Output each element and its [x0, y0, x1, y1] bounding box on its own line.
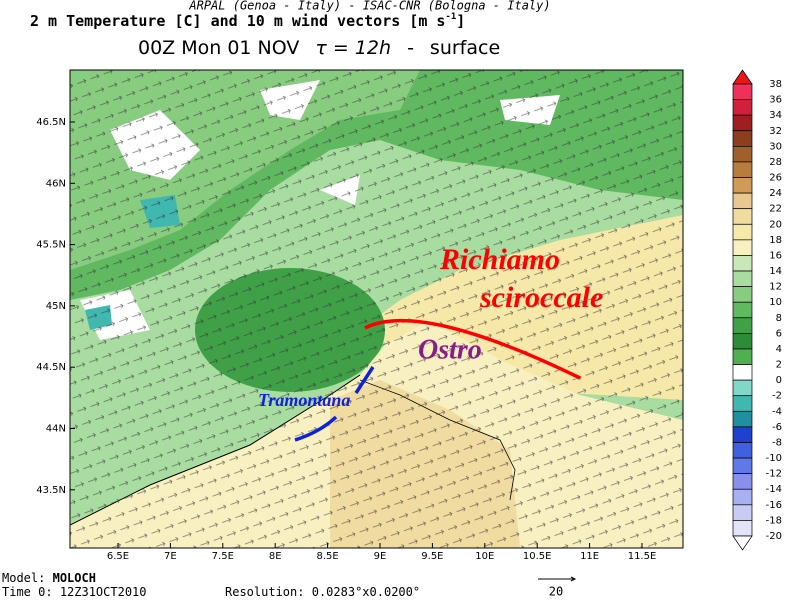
colorbar-label: -4: [772, 406, 782, 417]
colorbar-cell: [732, 301, 753, 319]
colorbar-label: 22: [769, 204, 782, 215]
colorbar-cell: [732, 99, 753, 116]
colorbar-cell: [732, 286, 753, 303]
ref-vector-head: [570, 576, 577, 582]
colorbar-label: 30: [769, 141, 782, 152]
axes: 6.5E 7E 7.5E 8E 8.5E 9E 9.5E 10E 10.5E 11E 11.5E 46…: [36, 117, 656, 562]
colorbar-label: 36: [769, 95, 782, 106]
colorbar: 38363432302826242220181614121086420-2-4-…: [732, 69, 782, 551]
colorbar-cell: [732, 255, 753, 272]
colorbar-label: 0: [776, 375, 782, 386]
colorbar-bottom: [732, 535, 753, 551]
colorbar-label: 10: [769, 297, 782, 308]
map-field: [70, 70, 683, 548]
x-tick-label: 10E: [475, 551, 494, 562]
x-tick-label: 9E: [374, 551, 387, 562]
colorbar-label: -8: [772, 437, 782, 448]
colorbar-cell: [732, 410, 753, 428]
colorbar-cell: [732, 130, 753, 147]
colorbar-label: 28: [769, 157, 782, 168]
colorbar-cell: [732, 333, 753, 350]
colorbar-label: 14: [769, 266, 782, 277]
colorbar-cell: [732, 488, 753, 506]
colorbar-cell: [732, 208, 753, 225]
y-tick-label: 43.5N: [36, 485, 66, 496]
colorbar-cell: [732, 426, 753, 443]
colorbar-top: [732, 69, 753, 85]
colorbar-label: 20: [769, 219, 782, 230]
colorbar-label: -16: [766, 500, 782, 511]
header-line3: 00Z Mon 01 NOV τ = 12h - surface: [138, 37, 500, 59]
colorbar-label: 16: [769, 250, 782, 261]
colorbar-cell: [732, 317, 753, 334]
x-tick-label: 7.5E: [212, 551, 234, 562]
colorbar-label: -20: [766, 531, 782, 542]
y-tick-label: 44N: [46, 424, 66, 435]
colorbar-label: 8: [776, 313, 782, 324]
colorbar-label: -6: [772, 422, 782, 433]
footer-resolution: Resolution: 0.0283°x0.0200°: [225, 585, 420, 599]
colorbar-cell: [732, 504, 753, 521]
colorbar-label: -18: [766, 515, 782, 526]
x-tick-label: 11E: [580, 551, 599, 562]
colorbar-cell: [732, 177, 753, 194]
x-tick-label: 7E: [164, 551, 177, 562]
x-tick-label: 8E: [269, 551, 282, 562]
y-tick-label: 46N: [46, 178, 66, 189]
colorbar-cell: [732, 145, 753, 163]
y-tick-label: 45.5N: [36, 240, 66, 251]
x-tick-label: 10.5E: [523, 551, 552, 562]
annotation: Richiamo: [439, 243, 560, 276]
colorbar-label: 12: [769, 282, 782, 293]
colorbar-label: -10: [766, 453, 782, 464]
colorbar-cell: [732, 114, 753, 132]
y-tick-label: 45N: [46, 301, 66, 312]
footer-model: Model: MOLOCH: [2, 571, 96, 585]
colorbar-cell: [732, 379, 753, 397]
colorbar-label: -12: [766, 469, 782, 480]
colorbar-label: 6: [776, 328, 782, 339]
annotation: Tramontana: [258, 390, 350, 410]
colorbar-cell: [732, 161, 753, 178]
colorbar-cell: [732, 348, 753, 365]
colorbar-cell: [732, 442, 753, 459]
annotation: Ostro: [418, 334, 482, 365]
colorbar-label: 4: [776, 344, 782, 355]
colorbar-label: -2: [772, 391, 782, 402]
colorbar-label: 32: [769, 126, 782, 137]
colorbar-cell: [732, 364, 753, 381]
y-tick-label: 44.5N: [36, 362, 66, 373]
colorbar-label: 34: [769, 110, 782, 121]
colorbar-label: 24: [769, 188, 782, 199]
annotation: sciroccale: [479, 281, 603, 314]
colorbar-cell: [732, 457, 753, 475]
colorbar-label: 26: [769, 173, 782, 184]
colorbar-label: 18: [769, 235, 782, 246]
y-tick-label: 46.5N: [36, 117, 66, 128]
colorbar-label: 2: [776, 360, 782, 371]
ref-vector-label: 20: [549, 585, 563, 599]
x-tick-label: 6.5E: [107, 551, 129, 562]
colorbar-cell: [732, 473, 753, 490]
colorbar-label: 38: [769, 79, 782, 90]
colorbar-cell: [732, 83, 753, 100]
colorbar-cell: [732, 520, 753, 537]
header-line1: ARPAL (Genoa - Italy) - ISAC-CNR (Bologn…: [188, 0, 550, 13]
x-tick-label: 11.5E: [628, 551, 657, 562]
colorbar-cell: [732, 192, 753, 210]
map-frame: [69, 69, 684, 549]
colorbar-cell: [732, 223, 753, 241]
footer-time: Time 0: 12Z31OCT2010: [2, 585, 147, 599]
colorbar-cell: [732, 395, 753, 412]
x-tick-label: 9.5E: [421, 551, 443, 562]
colorbar-label: -14: [766, 484, 782, 495]
header-line2: 2 m Temperature [C] and 10 m wind vector…: [30, 12, 465, 30]
x-tick-label: 8.5E: [316, 551, 338, 562]
colorbar-cell: [732, 270, 753, 287]
colorbar-cell: [732, 239, 753, 256]
